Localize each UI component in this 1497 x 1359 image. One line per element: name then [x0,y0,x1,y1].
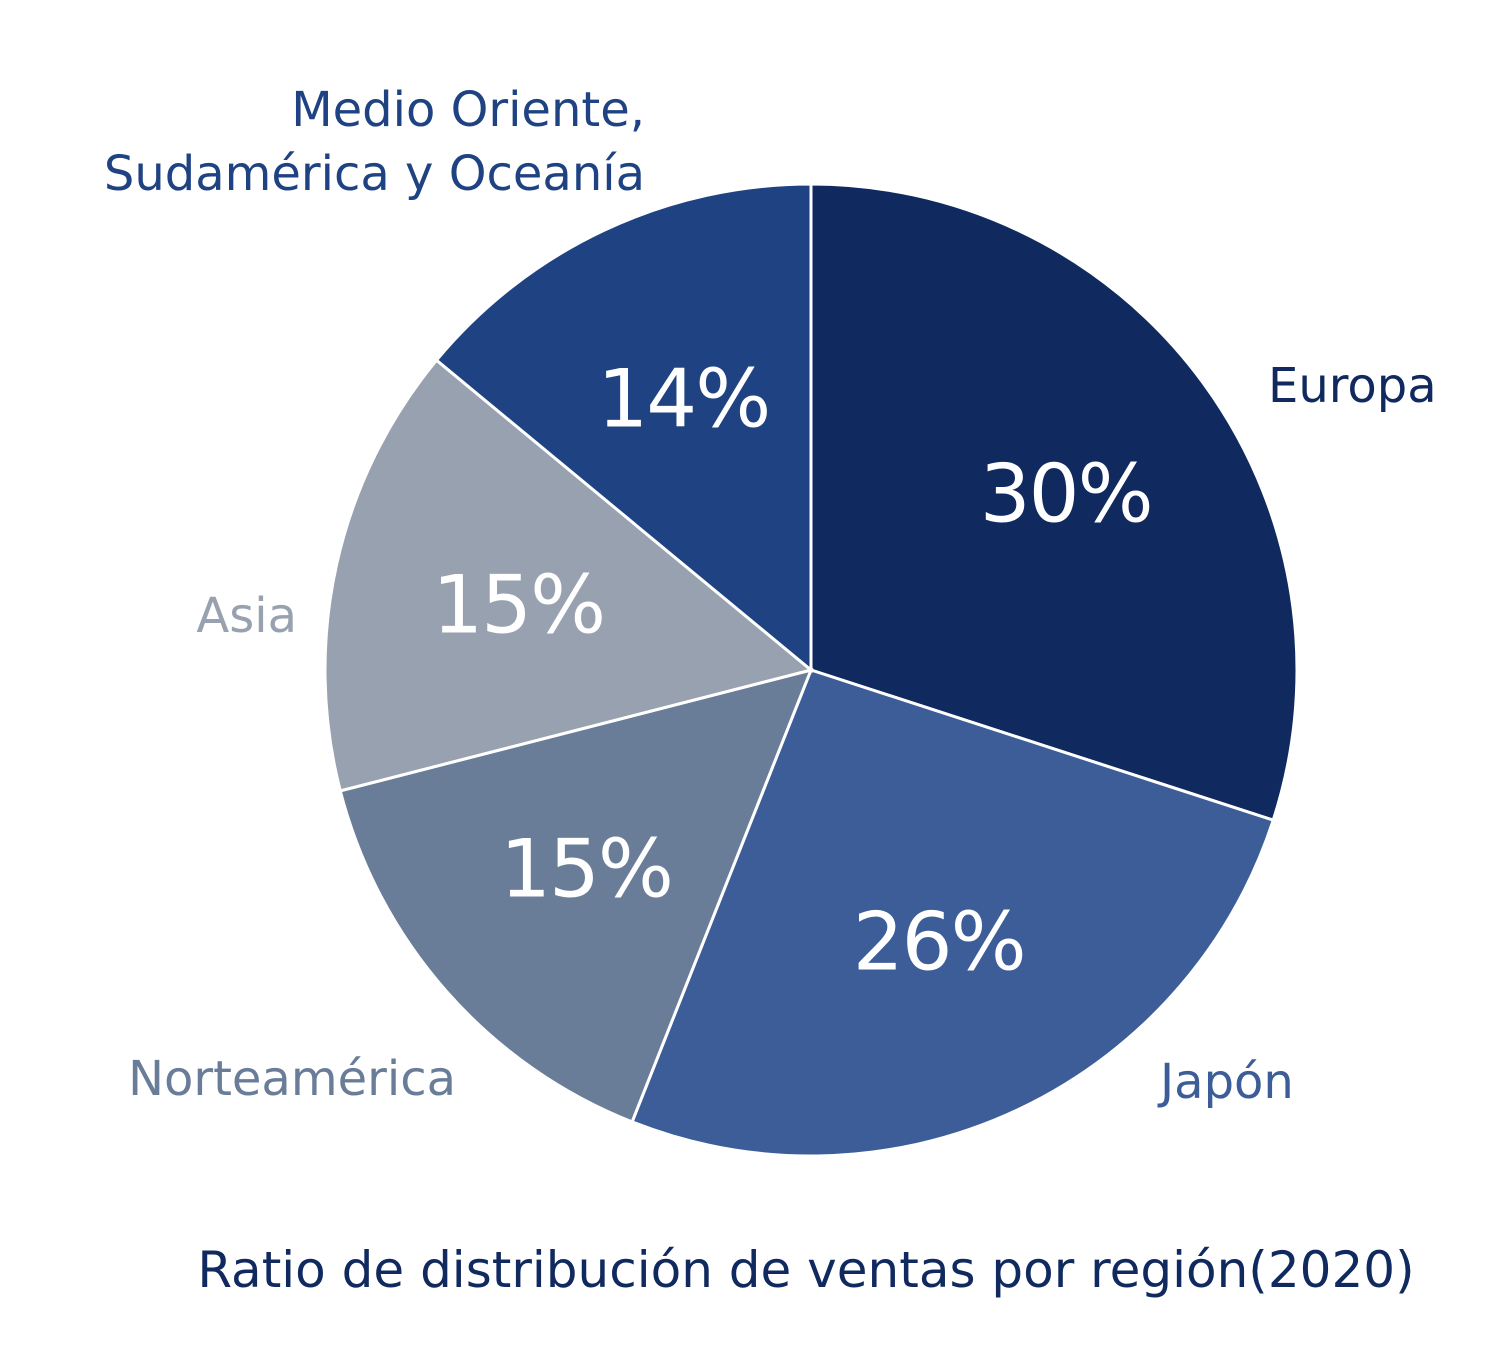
pie-slice-5 [434,182,813,674]
category-label-3: Norteamérica [128,1051,456,1107]
category-label-line: Asia [196,588,297,644]
percentage-label-3: 15% [500,822,672,915]
chart-title: Ratio de distribución de ventas por regi… [197,1241,1414,1299]
pie-slice-4 [323,358,815,793]
category-label-line: Medio Oriente, [291,82,645,138]
percentage-label-1: 30% [980,448,1152,541]
category-label-line: Norteamérica [128,1051,456,1107]
category-label-4: Asia [196,588,297,644]
pie-slice-2 [630,668,1276,1158]
pie-slice-1 [809,182,1299,823]
pie-slices [323,182,1299,1158]
category-label-2: Japón [1157,1054,1294,1110]
percentage-label-2: 26% [853,895,1025,988]
percentage-labels: 30% 26% 15% 15% 14% [432,353,1153,989]
category-label-line: Sudamérica y Oceanía [104,146,645,202]
category-label-line: Japón [1157,1054,1294,1110]
category-labels: Europa Japón Norteamérica Asia Medio Oriente… [104,82,1437,1110]
category-label-1: Europa [1268,358,1437,414]
category-label-5: Medio Oriente, Sudamérica y Oceanía [104,82,645,202]
percentage-label-5: 14% [597,353,769,446]
percentage-label-4: 15% [432,559,604,652]
category-label-line: Europa [1268,358,1437,414]
pie-slice-3 [338,667,814,1124]
